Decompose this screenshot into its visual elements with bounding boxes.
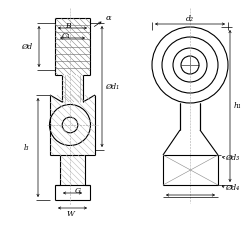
Text: C₁: C₁	[62, 32, 70, 40]
Text: Ød₃: Ød₃	[225, 154, 239, 162]
Text: G: G	[75, 187, 81, 195]
Text: d₂: d₂	[186, 15, 194, 23]
Text: Ød: Ød	[22, 42, 32, 50]
Text: W: W	[66, 210, 74, 218]
Text: Ød₄: Ød₄	[225, 184, 239, 192]
Text: α: α	[105, 14, 111, 22]
Text: B: B	[65, 22, 71, 30]
Text: l₃: l₃	[23, 144, 29, 152]
Text: Ød₁: Ød₁	[105, 82, 119, 90]
Text: h₁: h₁	[234, 102, 242, 110]
